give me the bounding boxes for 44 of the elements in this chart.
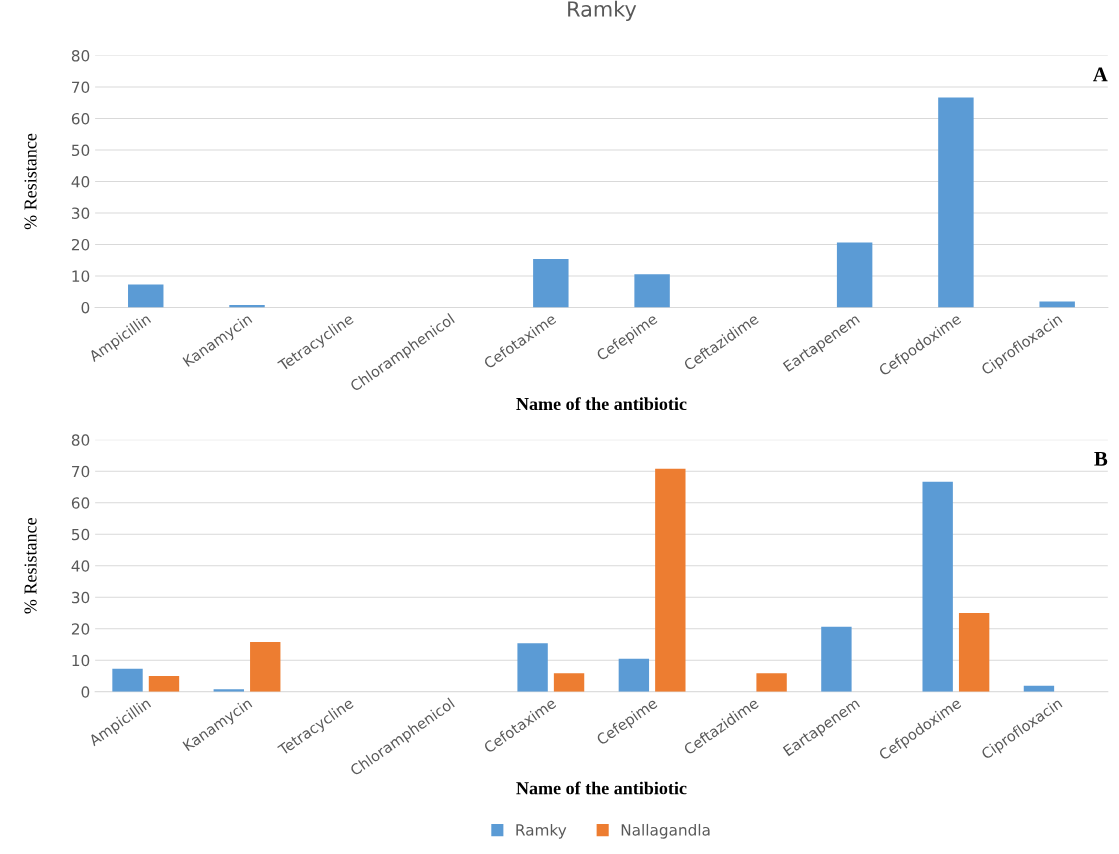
chart-title: Ramky	[568, 0, 637, 21]
bar	[112, 668, 143, 692]
y-tick-label: 70	[72, 81, 90, 94]
bar	[1039, 301, 1075, 308]
x-axis-title: Name of the antibiotic	[516, 781, 687, 795]
y-tick-label: 20	[71, 238, 90, 251]
y-tick-label: 0	[81, 301, 90, 314]
y-tick-label: 40	[71, 560, 90, 572]
bar	[148, 675, 180, 692]
bar	[533, 258, 569, 308]
bar	[655, 468, 686, 692]
y-axis-title: % Resistance	[24, 133, 37, 230]
bar	[128, 284, 164, 308]
legend-label: Nallagandla	[621, 823, 710, 839]
y-tick-label: 80	[71, 49, 90, 62]
y-tick-label: 30	[71, 207, 90, 219]
y-tick-label: 70	[72, 465, 90, 478]
y-tick-label: 20	[71, 623, 90, 635]
y-tick-label: 50	[71, 528, 90, 541]
legend-label: Ramky	[516, 823, 567, 839]
y-tick-label: 10	[72, 270, 90, 282]
bar	[618, 658, 650, 692]
bar	[756, 673, 787, 692]
bar	[938, 97, 974, 308]
y-tick-label: 60	[71, 497, 90, 509]
annotation: A	[1092, 67, 1108, 82]
y-axis-title: % Resistance	[24, 518, 37, 614]
bar	[250, 641, 281, 692]
bar	[634, 274, 670, 308]
annotation: B	[1094, 451, 1108, 466]
y-tick-label: 0	[81, 686, 90, 698]
x-axis-title: Name of the antibiotic	[516, 397, 687, 411]
bar	[517, 643, 548, 692]
bar	[922, 481, 953, 692]
y-tick-label: 30	[71, 591, 90, 604]
y-tick-label: 60	[71, 112, 90, 125]
bar	[836, 242, 873, 308]
bar	[821, 626, 852, 692]
y-tick-label: 50	[71, 144, 90, 157]
bar	[958, 613, 990, 692]
y-tick-label: 10	[72, 654, 90, 667]
bar	[553, 673, 585, 692]
y-tick-label: 40	[71, 175, 90, 188]
y-tick-label: 80	[71, 434, 90, 446]
